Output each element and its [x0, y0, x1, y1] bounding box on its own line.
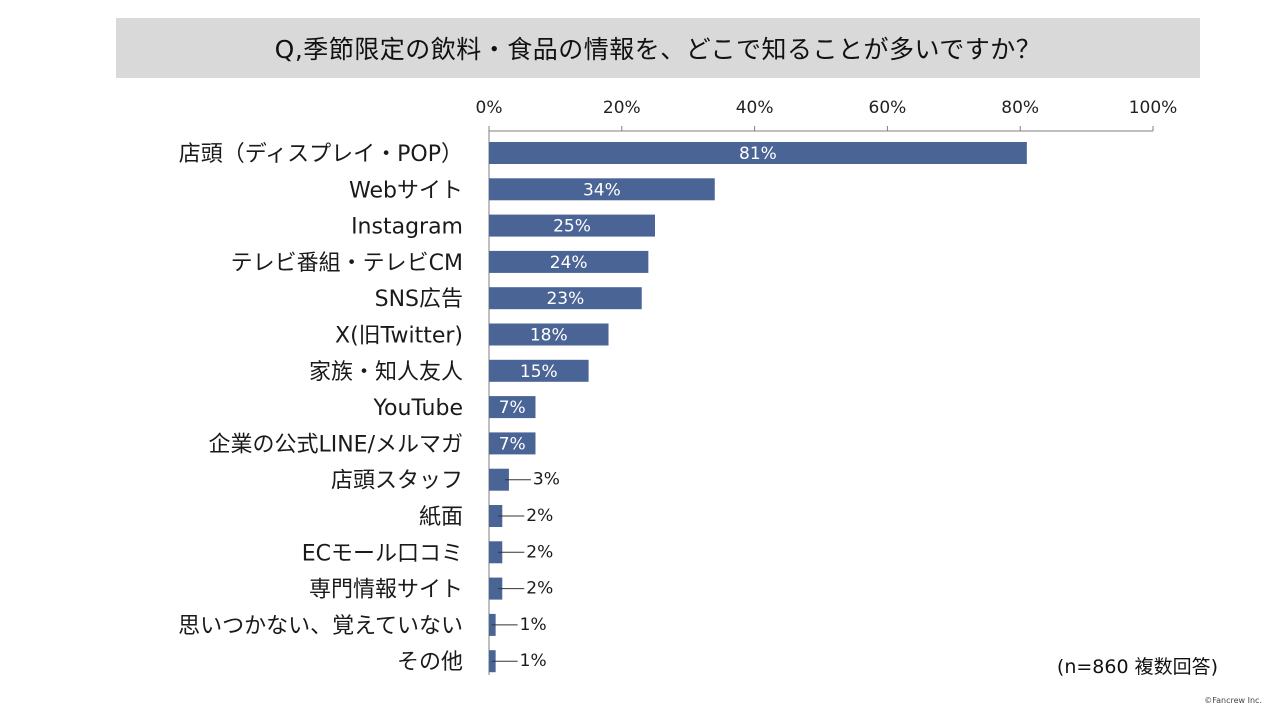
data-label: 18%	[530, 326, 568, 346]
category-label: その他	[397, 650, 463, 675]
sample-note: (n=860 複数回答)	[1056, 656, 1218, 678]
bar	[489, 505, 503, 527]
x-tick-label: 80%	[1001, 98, 1039, 118]
data-label: 15%	[520, 362, 558, 382]
data-label: 24%	[550, 253, 588, 273]
bar	[489, 287, 642, 310]
category-label: Webサイト	[349, 178, 463, 203]
x-tick-label: 100%	[1129, 98, 1178, 118]
data-label: 1%	[520, 651, 547, 671]
data-label: 1%	[520, 615, 547, 635]
x-tick-label: 40%	[736, 98, 774, 118]
category-label: 企業の公式LINE/メルマガ	[208, 432, 463, 457]
x-tick-label: 0%	[476, 98, 503, 118]
bar	[489, 396, 536, 419]
bar	[489, 250, 649, 273]
category-label: 家族・知人友人	[309, 360, 463, 385]
bar	[489, 214, 655, 237]
data-label: 25%	[553, 217, 591, 237]
category-label: テレビ番組・テレビCM	[231, 251, 463, 276]
bar	[489, 577, 503, 600]
data-label: 3%	[533, 470, 560, 490]
category-label: 専門情報サイト	[309, 578, 463, 603]
category-label: Instagram	[351, 215, 463, 240]
bar	[489, 468, 509, 491]
bar	[489, 541, 503, 564]
data-label: 34%	[583, 180, 621, 200]
title-banner: Q,季節限定の飲料・食品の情報を、どこで知ることが多いですか？	[116, 18, 1200, 78]
data-label: 2%	[526, 542, 553, 562]
category-label: 思いつかない、覚えていない	[178, 614, 463, 639]
category-label: 店頭（ディスプレイ・POP）	[179, 142, 463, 167]
data-label: 81%	[739, 144, 777, 164]
bar	[489, 178, 715, 201]
category-label: 紙面	[419, 505, 463, 530]
data-label: 2%	[526, 579, 553, 599]
data-label: 7%	[499, 434, 526, 454]
copyright-text: ©Fancrew Inc.	[1204, 696, 1262, 705]
data-label: 23%	[546, 289, 584, 309]
x-tick-label: 20%	[603, 98, 641, 118]
category-label: YouTube	[373, 396, 463, 421]
data-label: 7%	[499, 398, 526, 418]
category-label: X(旧Twitter)	[335, 324, 463, 349]
bar	[489, 142, 1027, 164]
bar	[489, 432, 536, 455]
data-label: 2%	[526, 506, 553, 526]
category-label: 店頭スタッフ	[331, 469, 463, 494]
bar	[489, 359, 589, 382]
category-label: SNS広告	[375, 287, 463, 312]
bar	[489, 323, 609, 346]
category-label: ECモール口コミ	[302, 541, 463, 566]
chart-title: Q,季節限定の飲料・食品の情報を、どこで知ることが多いですか？	[274, 35, 1042, 64]
x-tick-label: 60%	[869, 98, 907, 118]
